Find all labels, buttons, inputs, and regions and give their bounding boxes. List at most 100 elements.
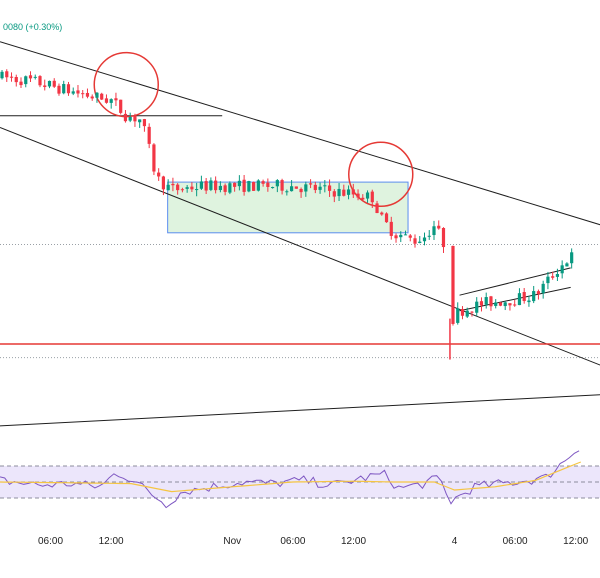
candle-body bbox=[214, 180, 218, 191]
candle-body bbox=[384, 213, 389, 223]
candle-body bbox=[375, 203, 379, 214]
candle-body bbox=[66, 84, 71, 94]
candle-body bbox=[223, 185, 227, 192]
candle-body bbox=[370, 191, 374, 203]
candle-body bbox=[451, 245, 455, 324]
time-tick-label: 06:00 bbox=[503, 536, 528, 547]
candle-body bbox=[38, 76, 42, 86]
candle-body bbox=[161, 176, 166, 190]
candle-body bbox=[247, 181, 251, 192]
candle-body bbox=[285, 191, 289, 193]
candle-body bbox=[24, 76, 28, 85]
candle-body bbox=[522, 292, 526, 302]
candle-body bbox=[313, 184, 317, 191]
channel-line-1 bbox=[0, 127, 600, 366]
candle-body bbox=[109, 99, 113, 103]
candle-body bbox=[152, 144, 156, 172]
candle-body bbox=[342, 189, 346, 196]
candle-body bbox=[394, 235, 398, 239]
candle-body bbox=[346, 189, 351, 195]
candle-body bbox=[441, 227, 446, 248]
candle-body bbox=[475, 301, 479, 313]
candle-body bbox=[5, 71, 9, 78]
candle-body bbox=[432, 226, 436, 236]
candle-body bbox=[176, 184, 180, 191]
candle-body bbox=[43, 85, 47, 87]
time-tick-label: 06:00 bbox=[38, 536, 63, 547]
candle-body bbox=[332, 191, 336, 197]
trend-line-lower bbox=[0, 394, 600, 427]
candle-body bbox=[327, 185, 332, 191]
candle-body bbox=[166, 184, 170, 191]
candle-body bbox=[280, 180, 284, 191]
candle-body bbox=[470, 311, 474, 313]
candle-body bbox=[323, 185, 327, 187]
candle-body bbox=[437, 225, 441, 229]
candle-body bbox=[361, 197, 365, 200]
time-tick-label: 4 bbox=[452, 536, 458, 547]
candle-body bbox=[190, 186, 194, 190]
candle-body bbox=[171, 183, 175, 186]
candle-body bbox=[218, 185, 222, 191]
time-tick-label: 12:00 bbox=[341, 536, 366, 547]
wedge-upper-line bbox=[459, 267, 571, 296]
candle-body bbox=[57, 85, 61, 94]
legend-change-text: 0080 (+0.30%) bbox=[3, 22, 62, 32]
candle-body bbox=[185, 187, 189, 189]
candle-body bbox=[294, 186, 298, 189]
candle-body bbox=[209, 180, 213, 190]
candle-body bbox=[299, 188, 303, 193]
candle-body bbox=[308, 183, 313, 185]
candle-body bbox=[389, 221, 393, 236]
candle-body bbox=[304, 184, 308, 192]
candle-body bbox=[237, 180, 241, 187]
candle-body bbox=[71, 91, 75, 94]
candle-body bbox=[380, 212, 384, 215]
candle-body bbox=[9, 76, 14, 78]
candle-body bbox=[456, 308, 460, 323]
candle-body bbox=[318, 186, 322, 190]
candle-body bbox=[494, 302, 498, 306]
time-tick-label: 06:00 bbox=[280, 536, 305, 547]
candle-body bbox=[489, 296, 493, 307]
candle-body bbox=[498, 302, 503, 306]
candle-body bbox=[365, 192, 370, 199]
candle-body bbox=[508, 303, 512, 306]
candle-body bbox=[418, 241, 422, 243]
candle-body bbox=[90, 96, 94, 99]
candle-body bbox=[180, 189, 185, 191]
candle-body bbox=[351, 189, 355, 195]
candle-body bbox=[261, 181, 265, 184]
candle-body bbox=[479, 301, 484, 306]
candle-body bbox=[142, 119, 147, 127]
candle-body bbox=[289, 186, 294, 192]
time-tick-label: 12:00 bbox=[99, 536, 124, 547]
candle-body bbox=[517, 293, 522, 306]
candle-body bbox=[76, 90, 80, 94]
rsi-line bbox=[0, 450, 580, 509]
highlight-circle-1 bbox=[348, 141, 414, 208]
candle-body bbox=[233, 182, 237, 187]
candle-body bbox=[195, 189, 199, 191]
candle-body bbox=[199, 181, 203, 189]
candle-body bbox=[204, 181, 208, 191]
candle-body bbox=[560, 265, 564, 274]
candle-body bbox=[337, 188, 341, 197]
candle-body bbox=[408, 235, 412, 238]
candle-body bbox=[422, 237, 427, 242]
candle-body bbox=[555, 274, 560, 277]
rsi-ma-line bbox=[0, 461, 582, 493]
candle-body bbox=[52, 80, 56, 87]
candle-body bbox=[403, 234, 408, 236]
candle-body bbox=[114, 98, 118, 101]
candle-body bbox=[19, 81, 23, 86]
candle-body bbox=[133, 116, 137, 122]
candle-body bbox=[266, 182, 270, 187]
time-tick-label: Nov bbox=[223, 536, 241, 547]
time-tick-label: 12:00 bbox=[563, 536, 588, 547]
highlight-circle-0 bbox=[93, 51, 159, 118]
candle-body bbox=[0, 71, 4, 79]
candle-body bbox=[256, 180, 260, 191]
candle-body bbox=[104, 98, 109, 103]
candle-body bbox=[503, 302, 507, 307]
